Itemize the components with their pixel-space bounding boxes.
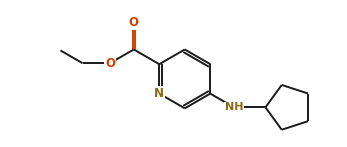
Text: N: N bbox=[154, 87, 164, 100]
Text: NH: NH bbox=[225, 102, 243, 112]
Text: O: O bbox=[129, 16, 139, 29]
Text: O: O bbox=[105, 57, 115, 70]
